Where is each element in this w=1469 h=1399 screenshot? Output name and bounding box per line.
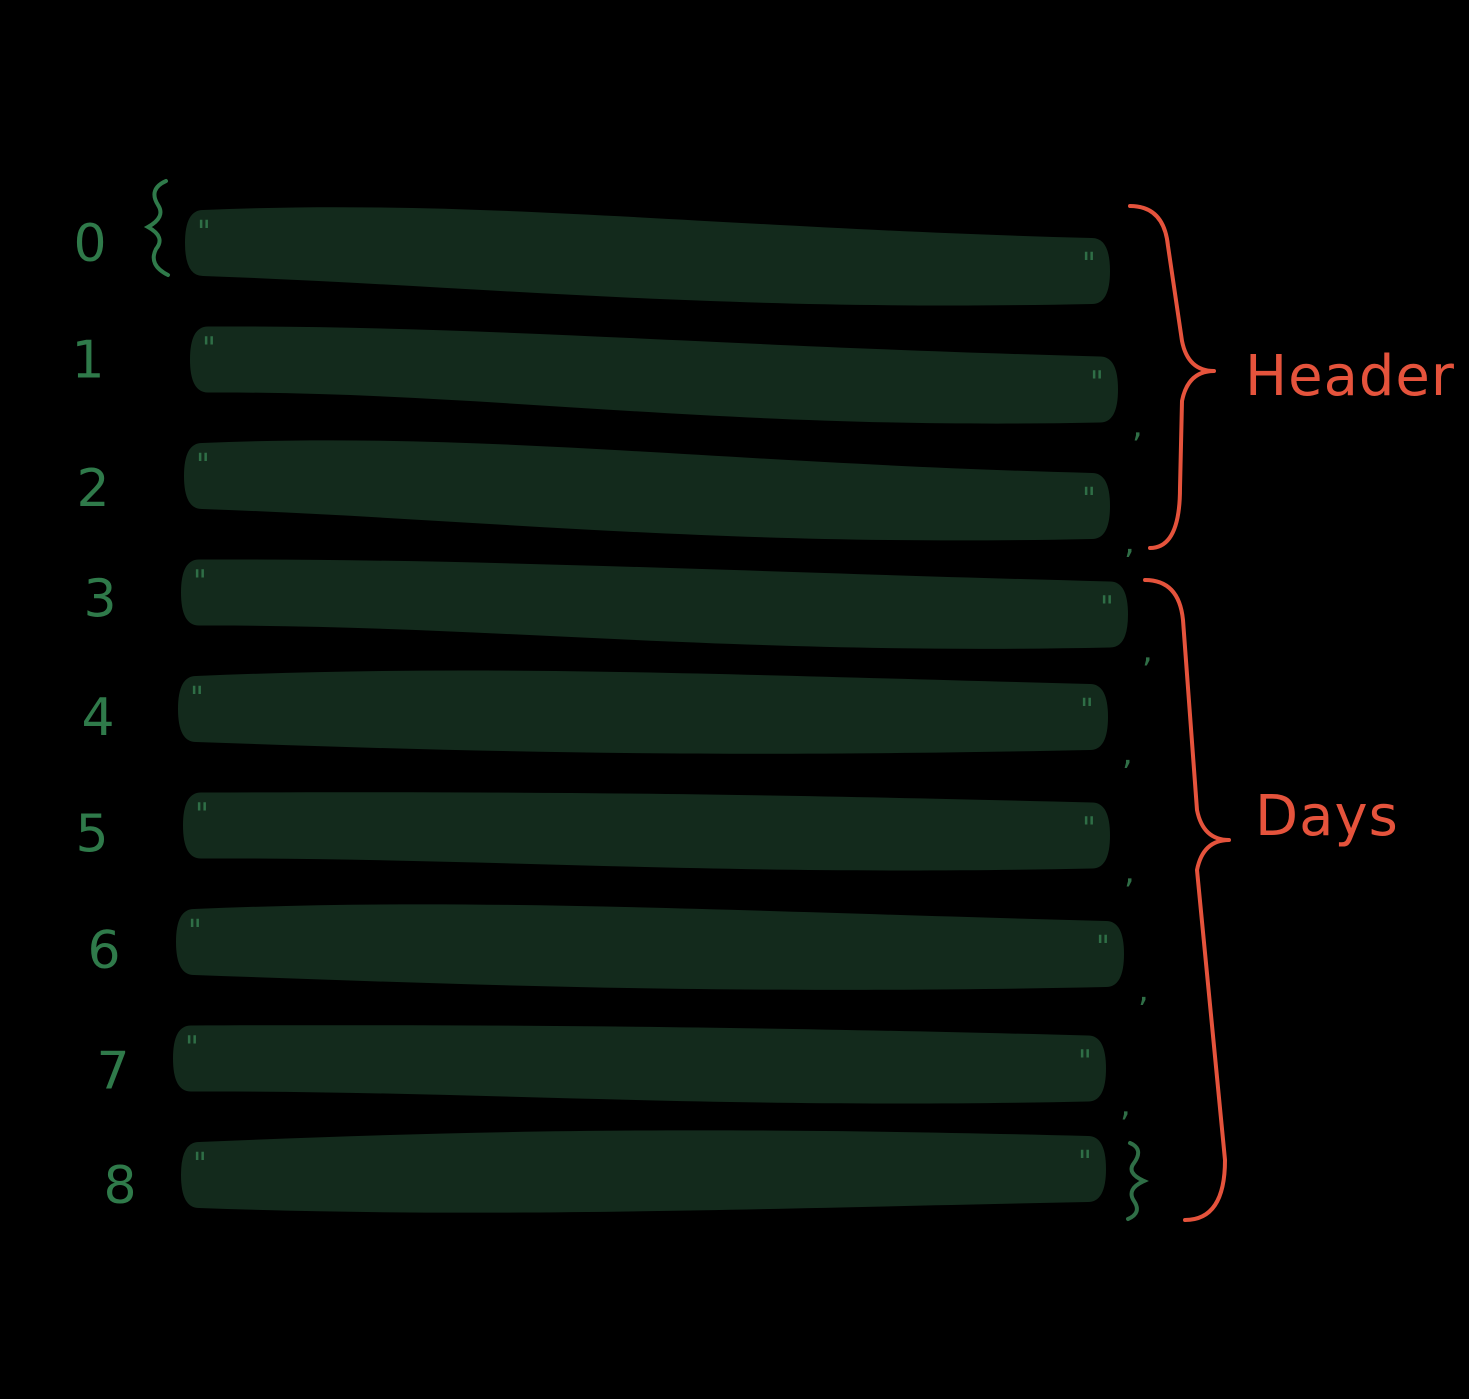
comma-separator: , — [1138, 970, 1149, 1010]
group-brace: Header — [1128, 204, 1455, 550]
comma-separator: , — [1132, 406, 1143, 446]
row-index: 4 — [81, 688, 114, 748]
array-row: 3 " ", — [83, 559, 1153, 671]
close-quote-mark: " — [1078, 1145, 1092, 1180]
group-label: Header — [1245, 344, 1455, 409]
open-quote-mark: " — [196, 448, 210, 483]
row-index: 3 — [83, 570, 116, 630]
closing-brace-mark — [1126, 1141, 1149, 1221]
open-quote-mark: " — [188, 914, 202, 949]
open-quote-mark: " — [190, 681, 204, 716]
array-row: 4 " ", — [81, 670, 1133, 773]
open-quote-mark: " — [193, 1147, 207, 1182]
comma-separator: , — [1124, 522, 1135, 562]
comma-separator: , — [1124, 852, 1135, 892]
array-row: 7 " ", — [96, 1025, 1131, 1125]
groups-layer: Header Days — [1128, 204, 1455, 1222]
opening-brace-mark — [143, 179, 170, 277]
row-band — [178, 670, 1108, 754]
close-quote-mark: " — [1082, 247, 1096, 282]
close-quote-mark: " — [1082, 482, 1096, 517]
brace-path — [1128, 204, 1216, 550]
open-quote-mark: " — [195, 798, 209, 833]
row-index: 1 — [71, 331, 104, 391]
row-band — [185, 207, 1110, 306]
comma-separator: , — [1142, 631, 1153, 671]
row-index: 2 — [76, 459, 109, 519]
row-band — [184, 440, 1110, 541]
row-band — [190, 326, 1118, 424]
open-quote-mark: " — [193, 565, 207, 600]
array-row: 8 " " — [103, 1130, 1149, 1221]
comma-separator: , — [1122, 733, 1133, 773]
row-index: 8 — [103, 1156, 136, 1216]
array-row: 6 " ", — [87, 904, 1149, 1010]
row-band — [183, 792, 1110, 871]
row-band — [181, 559, 1128, 649]
group-label: Days — [1255, 784, 1399, 849]
open-quote-mark: " — [185, 1031, 199, 1066]
close-quote-mark: " — [1096, 930, 1110, 965]
array-row: 1 " ", — [71, 326, 1143, 446]
close-quote-mark: " — [1100, 591, 1114, 626]
close-quote-mark: " — [1078, 1045, 1092, 1080]
row-index: 5 — [75, 805, 108, 865]
row-band — [181, 1130, 1106, 1213]
row-band — [173, 1025, 1106, 1104]
comma-separator: , — [1120, 1085, 1131, 1125]
close-quote-mark: " — [1082, 812, 1096, 847]
array-row: 0 " " — [73, 179, 1110, 306]
array-row: 2 " ", — [76, 440, 1135, 562]
row-band — [176, 904, 1124, 990]
array-row: 5 " ", — [75, 792, 1135, 892]
open-quote-mark: " — [197, 215, 211, 250]
row-index: 0 — [73, 214, 106, 274]
close-quote-mark: " — [1090, 366, 1104, 401]
brace-path — [1143, 578, 1231, 1222]
open-quote-mark: " — [202, 332, 216, 367]
row-index: 6 — [87, 921, 120, 981]
group-brace: Days — [1143, 578, 1399, 1222]
rows-layer: 0 " " 1 " ", 2 " ", 3 " ", 4 " ", 5 " ", 6 " ", 7 " ", 8 " " — [71, 179, 1153, 1221]
row-index: 7 — [96, 1042, 129, 1102]
close-quote-mark: " — [1080, 693, 1094, 728]
